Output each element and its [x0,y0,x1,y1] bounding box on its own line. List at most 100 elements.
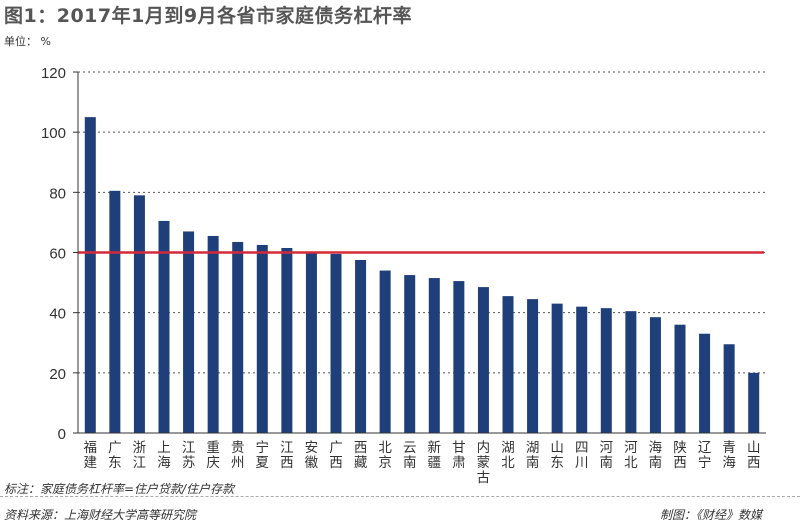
x-tick-label: 新 [428,440,442,456]
y-tick-label: 100 [41,125,66,142]
credit-note: 制图：《财经》数媒 [660,508,763,522]
bar [281,247,293,433]
x-tick-label: 徽 [305,455,319,471]
bar [625,311,637,433]
x-tick-label: 河 [600,440,614,456]
x-tick-label: 西 [280,455,294,471]
x-tick-label: 福 [84,440,98,456]
x-tick-label: 陕 [673,440,687,456]
y-tick-labels: 0 20 40 60 80 100 120 [41,65,66,443]
bar [84,117,96,433]
x-tick-label: 藏 [354,455,368,471]
x-tick-label: 海 [722,455,736,471]
x-tick-label: 江 [133,455,147,471]
x-tick-label: 川 [575,455,589,471]
bars [84,117,760,433]
bar [305,252,317,433]
bar [404,275,416,433]
x-tick-labels: 福建广东浙江上海江苏重庆贵州宁夏江西安徽广西西藏北京云南新疆甘肃内蒙古湖北湖南山… [84,439,761,486]
x-tick-label: 宁 [698,454,712,471]
x-tick-label: 四 [575,440,589,456]
axes [73,71,766,434]
bar [232,241,244,433]
bar [109,190,121,433]
x-tick-label: 蒙 [477,455,491,471]
x-tick-label: 东 [550,455,564,471]
x-tick-label: 广 [329,440,343,456]
x-tick-label: 宁 [256,439,270,456]
bar [330,254,342,433]
formula-note: 标注：家庭债务杠杆率=住户贷款/住户存款 [4,482,235,496]
bar [133,195,145,433]
x-tick-label: 云 [403,440,417,456]
x-tick-label: 建 [84,455,98,471]
x-tick-label: 北 [501,455,515,471]
x-tick-label: 西 [673,455,687,471]
bar [453,281,465,433]
y-tick-label: 20 [49,366,66,383]
x-tick-label: 东 [108,455,122,471]
x-tick-label: 湖 [526,440,540,456]
chart-title: 图1：2017年1月到9月各省市家庭债务杠杆率 [4,5,413,27]
bar [158,220,170,433]
x-tick-label: 南 [600,455,614,471]
x-tick-label: 浙 [133,440,147,456]
x-tick-label: 江 [280,440,294,456]
bar [551,303,563,433]
x-tick-label: 古 [477,470,491,486]
x-tick-label: 疆 [428,455,442,471]
x-tick-label: 山 [747,440,761,456]
x-tick-label: 北 [624,455,638,471]
x-tick-label: 河 [624,440,638,456]
x-tick-label: 海 [157,455,171,471]
y-tick-label: 60 [49,246,66,263]
y-tick-label: 120 [41,65,66,82]
y-tick-label: 40 [49,306,66,323]
bar [502,296,514,433]
bar [699,333,711,433]
x-tick-label: 海 [649,440,663,456]
x-tick-label: 上 [157,440,171,456]
bar [428,278,440,433]
bar [576,306,588,433]
bar [600,308,612,433]
x-tick-label: 夏 [256,455,270,471]
x-tick-label: 辽 [698,440,712,456]
x-tick-label: 州 [231,455,245,471]
x-tick-label: 广 [108,440,122,456]
bar [379,270,391,433]
bar [723,344,735,433]
x-tick-label: 肃 [452,455,466,471]
footer-divider [0,496,800,497]
bar [183,231,195,433]
y-tick-label: 0 [58,426,66,443]
x-tick-label: 西 [329,455,343,471]
x-tick-label: 安 [305,440,319,456]
bar [527,299,539,433]
x-tick-label: 江 [182,440,196,456]
x-tick-label: 京 [378,455,392,471]
x-tick-label: 贵 [231,440,245,456]
x-tick-label: 庆 [206,455,220,471]
bar [355,260,367,433]
bar [207,235,219,433]
bar [674,324,686,433]
x-tick-label: 南 [649,455,663,471]
x-tick-label: 西 [747,455,761,471]
x-tick-label: 甘 [452,440,466,456]
source-note: 资料来源：上海财经大学高等研究院 [4,508,197,522]
x-tick-label: 山 [550,440,564,456]
x-tick-label: 青 [722,440,736,456]
y-tick-label: 80 [49,185,66,202]
grid-lines [78,71,766,374]
x-tick-label: 湖 [501,440,515,456]
x-tick-label: 重 [206,440,220,456]
x-tick-label: 北 [378,440,392,456]
bar [649,317,661,433]
bar [477,287,489,433]
unit-label: 单位： % [4,35,51,48]
x-tick-label: 内 [477,440,491,456]
bar [748,372,760,433]
bar [256,244,268,433]
